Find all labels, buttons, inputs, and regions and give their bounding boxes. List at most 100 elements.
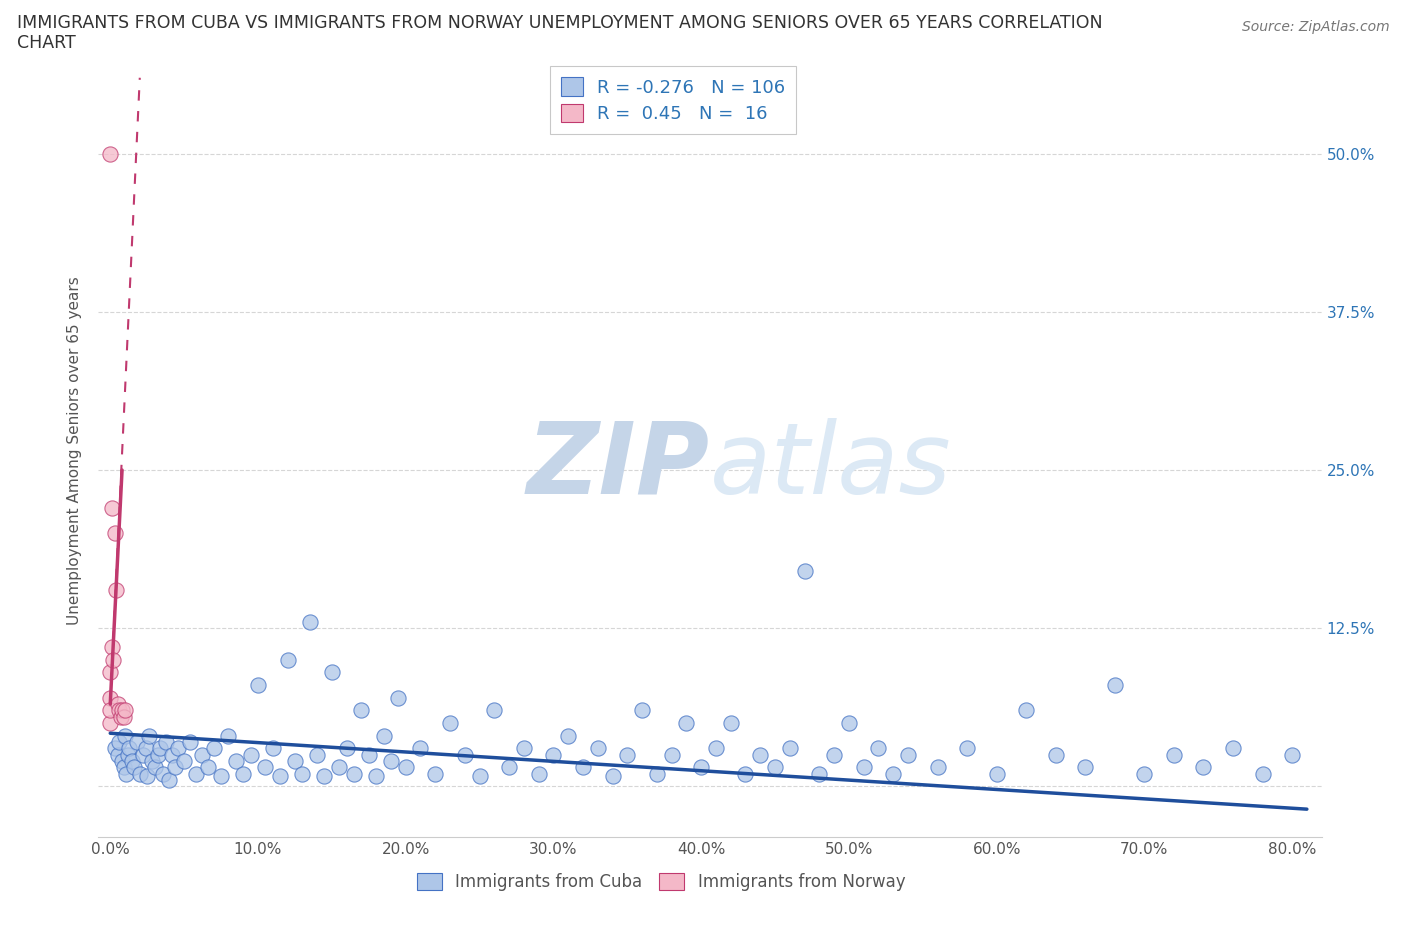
Point <box>155 735 177 750</box>
Text: Source: ZipAtlas.com: Source: ZipAtlas.com <box>1241 20 1389 34</box>
Point <box>146 748 169 763</box>
Point <box>114 728 136 743</box>
Point <box>209 769 232 784</box>
Point <box>387 690 409 705</box>
Point <box>298 615 321 630</box>
Point <box>121 753 143 768</box>
Text: atlas: atlas <box>710 418 952 515</box>
Point <box>225 753 247 768</box>
Point <box>254 760 277 775</box>
Point <box>157 773 180 788</box>
Point <box>128 766 150 781</box>
Point <box>117 748 139 763</box>
Point <box>1222 741 1244 756</box>
Y-axis label: Unemployment Among Seniors over 65 years: Unemployment Among Seniors over 65 years <box>67 277 83 625</box>
Point <box>1192 760 1215 775</box>
Point <box>114 703 136 718</box>
Point <box>328 760 350 775</box>
Point <box>808 766 831 781</box>
Point <box>380 753 402 768</box>
Point <box>115 766 138 781</box>
Point <box>108 735 131 750</box>
Point <box>1045 748 1067 763</box>
Point <box>246 678 269 693</box>
Point <box>98 665 121 680</box>
Text: IMMIGRANTS FROM CUBA VS IMMIGRANTS FROM NORWAY UNEMPLOYMENT AMONG SENIORS OVER 6: IMMIGRANTS FROM CUBA VS IMMIGRANTS FROM … <box>17 14 1102 32</box>
Point <box>852 760 875 775</box>
Point <box>262 741 284 756</box>
Point <box>104 741 127 756</box>
Point <box>366 769 388 784</box>
Point <box>675 716 697 731</box>
Point <box>98 716 121 731</box>
Point <box>111 753 134 768</box>
Point <box>343 766 366 781</box>
Point <box>779 741 801 756</box>
Text: ZIP: ZIP <box>527 418 710 515</box>
Point <box>498 760 520 775</box>
Point <box>454 748 477 763</box>
Point <box>184 766 207 781</box>
Point <box>1074 760 1097 775</box>
Point <box>513 741 536 756</box>
Point <box>112 760 135 775</box>
Point <box>1133 766 1156 781</box>
Point <box>468 769 491 784</box>
Point <box>321 665 343 680</box>
Point <box>143 760 166 775</box>
Point <box>1281 748 1303 763</box>
Point <box>136 769 159 784</box>
Point <box>217 728 239 743</box>
Point <box>1104 678 1126 693</box>
Point <box>373 728 395 743</box>
Point <box>314 769 336 784</box>
Point <box>645 766 668 781</box>
Point <box>232 766 254 781</box>
Point <box>793 564 815 578</box>
Point <box>152 766 174 781</box>
Point <box>105 583 128 598</box>
Point <box>197 760 219 775</box>
Point <box>149 741 172 756</box>
Point <box>138 728 160 743</box>
Point <box>543 748 565 763</box>
Point <box>104 525 127 540</box>
Point <box>986 766 1008 781</box>
Point <box>336 741 359 756</box>
Point <box>103 653 125 668</box>
Point <box>307 748 329 763</box>
Point <box>602 769 624 784</box>
Point <box>191 748 214 763</box>
Point <box>165 760 187 775</box>
Point <box>108 703 131 718</box>
Point <box>291 766 314 781</box>
Point <box>527 766 550 781</box>
Point <box>111 703 134 718</box>
Point <box>1015 703 1038 718</box>
Point <box>100 640 122 655</box>
Point <box>107 697 129 711</box>
Point <box>173 753 195 768</box>
Point <box>557 728 579 743</box>
Point <box>484 703 506 718</box>
Point <box>284 753 307 768</box>
Point <box>882 766 904 781</box>
Point <box>616 748 638 763</box>
Legend: Immigrants from Cuba, Immigrants from Norway: Immigrants from Cuba, Immigrants from No… <box>411 867 912 898</box>
Point <box>202 741 225 756</box>
Point <box>956 741 979 756</box>
Point <box>357 748 380 763</box>
Point <box>162 748 184 763</box>
Point <box>823 748 845 763</box>
Point <box>868 741 890 756</box>
Point <box>122 760 145 775</box>
Point <box>704 741 727 756</box>
Point <box>239 748 262 763</box>
Point <box>1251 766 1274 781</box>
Text: CHART: CHART <box>17 34 76 52</box>
Point <box>132 748 155 763</box>
Point <box>631 703 654 718</box>
Point <box>409 741 432 756</box>
Point <box>98 690 121 705</box>
Point <box>395 760 418 775</box>
